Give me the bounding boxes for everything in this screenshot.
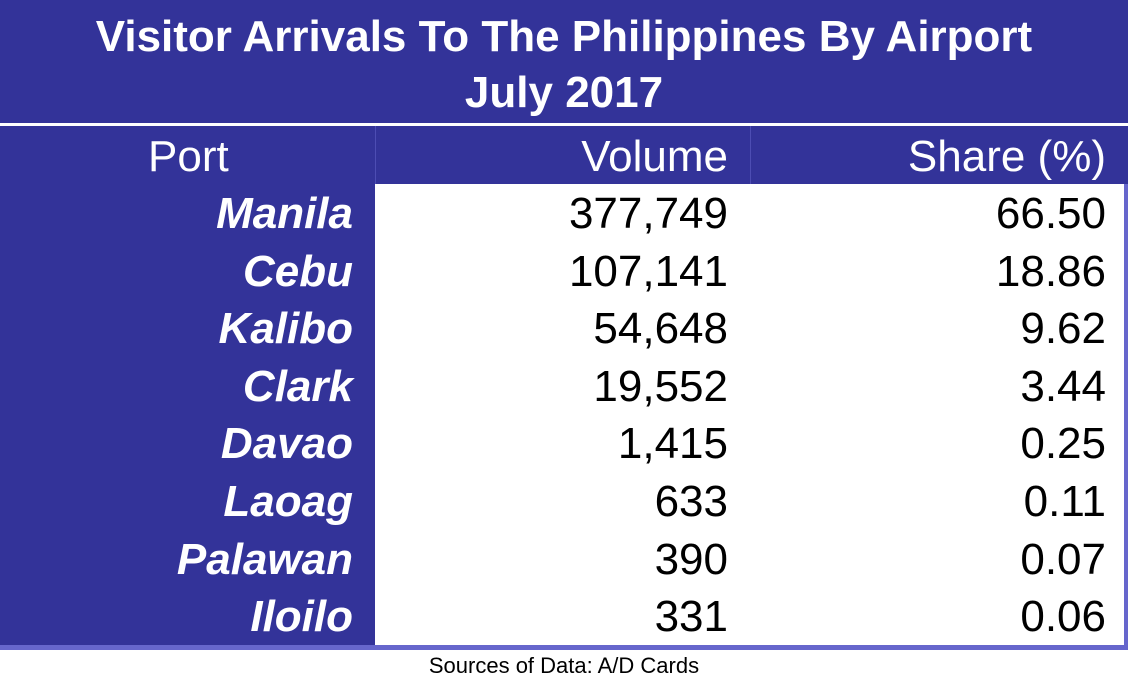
divider xyxy=(0,123,1128,126)
port-name: Palawan xyxy=(176,534,353,584)
port-name: Davao xyxy=(220,419,353,469)
volume: 390 xyxy=(654,534,728,584)
share: 0.06 xyxy=(1020,592,1106,642)
title-bar xyxy=(0,0,1128,123)
volume: 633 xyxy=(654,477,728,526)
column-header: Port xyxy=(148,132,229,181)
share: 0.11 xyxy=(1023,477,1106,526)
column-separator xyxy=(375,126,376,184)
share: 0.25 xyxy=(1020,419,1106,469)
port-name: Iloilo xyxy=(250,592,353,642)
share: 9.62 xyxy=(1020,304,1106,354)
volume: 107,141 xyxy=(568,246,728,296)
volume: 1,415 xyxy=(617,419,728,469)
volume: 377,749 xyxy=(568,189,728,238)
subtitle: July 2017 xyxy=(464,68,664,117)
column-header: Volume xyxy=(581,132,728,181)
port-name: Clark xyxy=(242,361,353,411)
port-name: Manila xyxy=(216,189,353,238)
right-border xyxy=(1124,184,1128,650)
port-column xyxy=(0,184,375,646)
title: Visitor Arrivals To The Philippines By A… xyxy=(95,12,1033,61)
share: 3.44 xyxy=(1020,361,1106,411)
share: 66.50 xyxy=(995,189,1106,238)
port-name: Laoag xyxy=(223,477,353,526)
volume: 331 xyxy=(654,592,728,642)
volume: 54,648 xyxy=(593,304,728,354)
source: Sources of Data: A/D Cards xyxy=(428,653,700,678)
bottom-border xyxy=(0,645,1128,650)
port-name: Cebu xyxy=(243,246,353,296)
share: 18.86 xyxy=(995,246,1106,296)
share: 0.07 xyxy=(1020,534,1106,584)
volume: 19,552 xyxy=(593,361,728,411)
header-row xyxy=(0,126,1128,184)
column-separator xyxy=(750,126,751,184)
port-name: Kalibo xyxy=(218,304,353,354)
column-header: Share (%) xyxy=(907,132,1106,181)
